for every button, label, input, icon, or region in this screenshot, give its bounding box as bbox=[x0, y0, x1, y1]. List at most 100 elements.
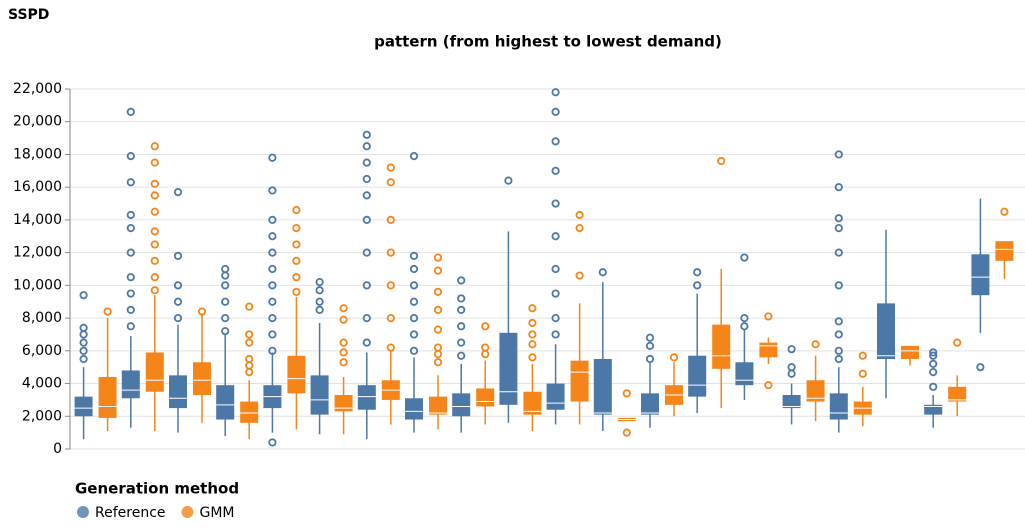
outlier bbox=[409, 251, 419, 261]
outlier bbox=[292, 273, 301, 282]
box bbox=[310, 375, 329, 415]
outlier bbox=[221, 313, 230, 323]
outlier bbox=[79, 330, 88, 339]
outlier bbox=[598, 268, 607, 277]
outlier bbox=[575, 223, 584, 233]
box bbox=[334, 395, 353, 412]
outlier bbox=[268, 330, 277, 339]
box bbox=[121, 370, 140, 399]
x-axis-title: pattern (from highest to lowest demand) bbox=[374, 33, 722, 51]
outlier bbox=[150, 256, 159, 265]
outlier bbox=[645, 341, 655, 351]
box bbox=[735, 362, 754, 386]
outlier bbox=[693, 281, 702, 290]
outlier bbox=[528, 353, 537, 362]
outlier bbox=[292, 287, 301, 297]
outlier bbox=[315, 305, 324, 315]
y-tick-label: 10,000 bbox=[13, 277, 62, 293]
y-tick-label: 8,000 bbox=[22, 310, 62, 326]
box bbox=[901, 345, 919, 359]
outlier bbox=[362, 158, 371, 167]
outlier bbox=[150, 158, 159, 167]
outlier bbox=[433, 266, 443, 275]
outlier bbox=[245, 338, 254, 347]
outlier bbox=[433, 349, 443, 359]
outlier bbox=[834, 150, 843, 159]
outlier bbox=[457, 305, 466, 315]
box bbox=[570, 360, 589, 402]
outlier bbox=[528, 330, 537, 339]
outlier bbox=[811, 340, 820, 349]
box bbox=[405, 398, 423, 420]
outlier bbox=[575, 210, 584, 220]
box bbox=[357, 385, 376, 410]
outlier bbox=[126, 107, 135, 117]
outlier bbox=[551, 199, 560, 208]
legend-marker bbox=[181, 506, 194, 518]
outlier bbox=[953, 338, 962, 347]
y-tick-label: 0 bbox=[53, 441, 62, 457]
outlier bbox=[103, 307, 112, 316]
box bbox=[240, 401, 259, 423]
outlier bbox=[457, 294, 466, 303]
outlier bbox=[221, 327, 230, 336]
y-tick-label: 14,000 bbox=[13, 212, 62, 228]
outlier bbox=[409, 330, 419, 339]
outlier bbox=[150, 179, 159, 189]
outlier bbox=[551, 289, 560, 298]
outlier bbox=[362, 248, 371, 257]
box bbox=[429, 396, 447, 415]
outlier bbox=[386, 313, 395, 323]
outlier bbox=[834, 281, 843, 290]
box bbox=[688, 355, 707, 397]
outlier bbox=[858, 351, 867, 360]
outlier bbox=[551, 264, 560, 274]
box bbox=[546, 383, 565, 410]
outlier bbox=[292, 256, 301, 265]
outlier bbox=[976, 363, 985, 372]
box bbox=[193, 362, 211, 395]
outlier bbox=[481, 343, 490, 352]
outlier bbox=[221, 264, 230, 274]
outlier bbox=[834, 354, 843, 364]
outlier bbox=[551, 88, 560, 97]
outlier bbox=[126, 322, 135, 331]
outlier bbox=[268, 248, 277, 257]
y-tick-label: 20,000 bbox=[13, 114, 62, 130]
box bbox=[924, 404, 943, 415]
outlier bbox=[268, 153, 277, 162]
outlier bbox=[834, 183, 843, 192]
outlier bbox=[433, 343, 443, 352]
outlier bbox=[268, 186, 277, 195]
outlier bbox=[409, 264, 419, 274]
outlier bbox=[339, 348, 348, 357]
outlier bbox=[362, 174, 371, 184]
outlier bbox=[268, 346, 277, 355]
outlier bbox=[504, 176, 513, 185]
outlier bbox=[834, 346, 843, 355]
outlier bbox=[740, 322, 749, 331]
y-tick-label: 16,000 bbox=[13, 179, 62, 195]
y-tick-label: 4,000 bbox=[22, 376, 62, 392]
outlier bbox=[126, 151, 135, 161]
outlier bbox=[386, 343, 395, 352]
box bbox=[759, 342, 778, 358]
outlier bbox=[386, 215, 395, 225]
outlier bbox=[787, 345, 796, 354]
outlier bbox=[929, 351, 938, 360]
box bbox=[169, 375, 187, 409]
outlier bbox=[409, 297, 419, 306]
outlier bbox=[433, 253, 443, 262]
box bbox=[499, 332, 518, 405]
outlier bbox=[645, 333, 655, 342]
outlier bbox=[79, 346, 88, 355]
outlier bbox=[268, 313, 277, 323]
outlier bbox=[362, 281, 371, 290]
outlier bbox=[457, 351, 466, 360]
outlier bbox=[362, 130, 371, 139]
outlier bbox=[173, 297, 183, 306]
outlier bbox=[245, 330, 254, 339]
outlier bbox=[150, 191, 159, 200]
box bbox=[641, 393, 659, 415]
